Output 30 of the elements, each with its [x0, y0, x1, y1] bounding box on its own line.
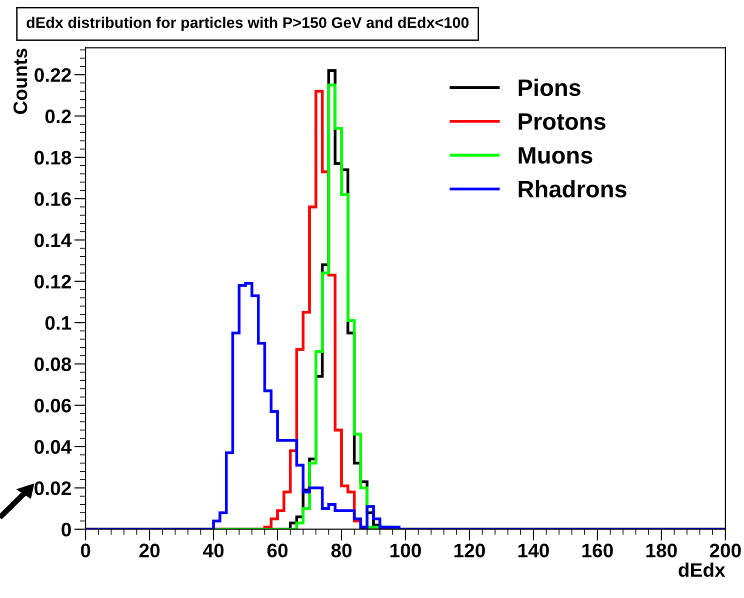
y-tick-label: 0.14 [34, 233, 72, 248]
legend-label: Pions [518, 78, 580, 96]
y-tick-label: 0.06 [34, 398, 71, 413]
y-tick-label: 0.08 [34, 357, 72, 372]
x-tick-label: 140 [518, 544, 549, 558]
x-tick-label: 0 [80, 544, 90, 558]
x-tick-label: 80 [331, 544, 352, 558]
x-tick-label: 40 [203, 544, 224, 558]
x-tick-label: 60 [267, 544, 288, 558]
chart-title: dEdx distribution for particles with P>150 GeV and dEdx<100 [26, 16, 469, 32]
legend-label: Protons [518, 113, 606, 130]
y-tick-label: 0.18 [34, 150, 72, 165]
x-tick-label: 200 [710, 544, 741, 558]
x-tick-label: 120 [454, 544, 485, 558]
x-axis-title: dEdx [678, 562, 726, 577]
y-tick-label: 0.04 [34, 440, 72, 454]
x-tick-label: 100 [390, 544, 421, 558]
y-tick-label: 0.2 [45, 109, 71, 124]
y-tick-label: 0.02 [34, 481, 71, 496]
y-tick-label: 0 [62, 522, 71, 536]
legend-label: Rhadrons [518, 180, 626, 198]
y-tick-label: 0.12 [34, 274, 71, 289]
y-tick-label: 0.16 [34, 192, 71, 206]
x-tick-label: 160 [582, 544, 613, 558]
y-tick-label: 0.1 [45, 316, 72, 330]
legend-label: Muons [518, 147, 592, 164]
x-tick-label: 20 [139, 544, 160, 558]
y-axis-title: Counts [13, 48, 28, 114]
x-tick-label: 180 [646, 544, 677, 558]
y-tick-label: 0.22 [34, 68, 71, 82]
